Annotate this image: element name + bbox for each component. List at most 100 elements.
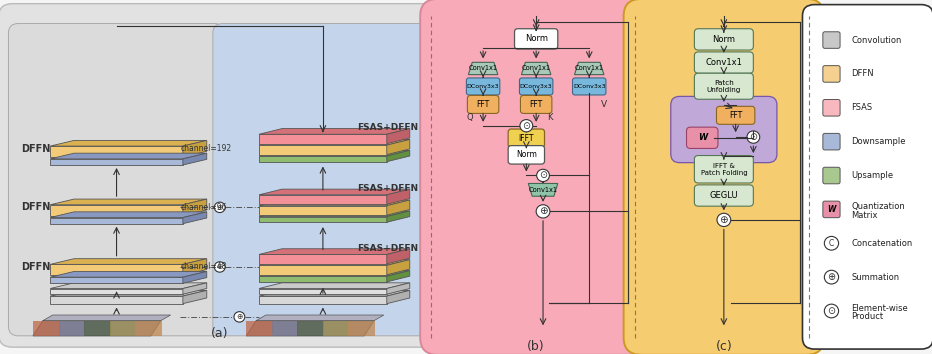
Polygon shape [50, 290, 207, 296]
Polygon shape [50, 146, 183, 157]
Polygon shape [387, 150, 410, 162]
Polygon shape [259, 276, 387, 282]
FancyBboxPatch shape [823, 133, 840, 150]
Polygon shape [50, 153, 207, 159]
Text: ⊕: ⊕ [720, 215, 728, 225]
Text: (a): (a) [211, 327, 228, 339]
FancyBboxPatch shape [717, 106, 755, 124]
Polygon shape [183, 259, 207, 275]
Text: FFT: FFT [729, 111, 742, 120]
Polygon shape [50, 277, 183, 283]
Text: Norm: Norm [525, 34, 548, 44]
Polygon shape [387, 259, 410, 275]
FancyBboxPatch shape [823, 201, 840, 218]
FancyBboxPatch shape [694, 185, 753, 206]
Text: ⊕: ⊕ [216, 262, 223, 272]
Polygon shape [33, 321, 60, 336]
Polygon shape [259, 217, 387, 222]
Circle shape [717, 213, 731, 227]
Text: FSAS+DFFN: FSAS+DFFN [357, 244, 418, 252]
Text: Norm: Norm [516, 150, 537, 159]
Text: Conv1x1: Conv1x1 [528, 187, 557, 193]
Text: ⊙: ⊙ [749, 132, 758, 142]
Polygon shape [259, 289, 387, 294]
FancyBboxPatch shape [823, 65, 840, 82]
Polygon shape [387, 139, 410, 155]
Polygon shape [183, 153, 207, 165]
Polygon shape [259, 156, 387, 162]
Circle shape [537, 169, 550, 182]
Polygon shape [259, 259, 410, 265]
Polygon shape [50, 296, 183, 304]
Polygon shape [183, 199, 207, 216]
FancyBboxPatch shape [514, 29, 557, 49]
Polygon shape [387, 189, 410, 204]
FancyBboxPatch shape [802, 5, 932, 349]
Polygon shape [183, 141, 207, 157]
Polygon shape [322, 321, 350, 336]
Polygon shape [50, 217, 183, 224]
Text: Q: Q [466, 113, 473, 122]
FancyBboxPatch shape [466, 78, 500, 95]
Polygon shape [50, 289, 183, 294]
Text: W: W [698, 133, 706, 142]
Text: FSAS+DFFN: FSAS+DFFN [357, 184, 418, 193]
Polygon shape [259, 129, 410, 134]
Polygon shape [259, 283, 410, 289]
Text: channel=48: channel=48 [181, 262, 226, 272]
Polygon shape [183, 212, 207, 224]
Polygon shape [110, 321, 136, 336]
Polygon shape [50, 199, 207, 205]
Polygon shape [528, 183, 557, 196]
Text: DConv3x3: DConv3x3 [467, 84, 500, 89]
Polygon shape [272, 321, 298, 336]
FancyBboxPatch shape [519, 78, 553, 95]
FancyBboxPatch shape [823, 99, 840, 116]
Polygon shape [183, 290, 207, 304]
Polygon shape [259, 296, 387, 304]
Polygon shape [50, 159, 183, 165]
Text: Product: Product [851, 312, 884, 321]
Polygon shape [135, 321, 162, 336]
Polygon shape [521, 62, 551, 75]
Polygon shape [259, 134, 387, 144]
Text: FSAS: FSAS [851, 103, 872, 112]
Circle shape [824, 236, 839, 250]
Text: (b): (b) [528, 339, 545, 353]
Polygon shape [259, 150, 410, 156]
FancyBboxPatch shape [212, 23, 433, 336]
Text: Convolution: Convolution [851, 35, 901, 45]
Text: IFFT &
Patch Folding: IFFT & Patch Folding [701, 163, 747, 176]
Text: W: W [828, 205, 836, 214]
Text: Conv1x1: Conv1x1 [706, 58, 742, 67]
Text: DFFN: DFFN [21, 144, 50, 154]
Text: K: K [547, 113, 553, 122]
Text: Patch
Unfolding: Patch Unfolding [706, 80, 741, 93]
FancyBboxPatch shape [467, 96, 499, 113]
FancyBboxPatch shape [420, 0, 652, 354]
Text: C: C [829, 239, 834, 248]
FancyBboxPatch shape [823, 167, 840, 184]
Circle shape [824, 270, 839, 284]
Polygon shape [387, 249, 410, 264]
Polygon shape [387, 270, 410, 282]
Polygon shape [574, 62, 604, 75]
FancyBboxPatch shape [694, 29, 753, 50]
FancyBboxPatch shape [508, 129, 544, 148]
Text: Summation: Summation [851, 273, 899, 282]
Text: Element-wise: Element-wise [851, 304, 908, 313]
Text: ⊙: ⊙ [828, 306, 835, 316]
Polygon shape [50, 205, 183, 216]
Circle shape [214, 202, 226, 212]
Polygon shape [259, 255, 387, 264]
FancyBboxPatch shape [624, 0, 824, 354]
Polygon shape [259, 270, 410, 276]
Polygon shape [50, 259, 207, 264]
FancyBboxPatch shape [694, 52, 753, 73]
Text: GEGLU: GEGLU [709, 191, 738, 200]
FancyBboxPatch shape [0, 4, 441, 347]
Text: ⊙: ⊙ [522, 121, 530, 131]
Circle shape [234, 312, 245, 322]
Polygon shape [259, 249, 410, 255]
FancyBboxPatch shape [572, 78, 606, 95]
